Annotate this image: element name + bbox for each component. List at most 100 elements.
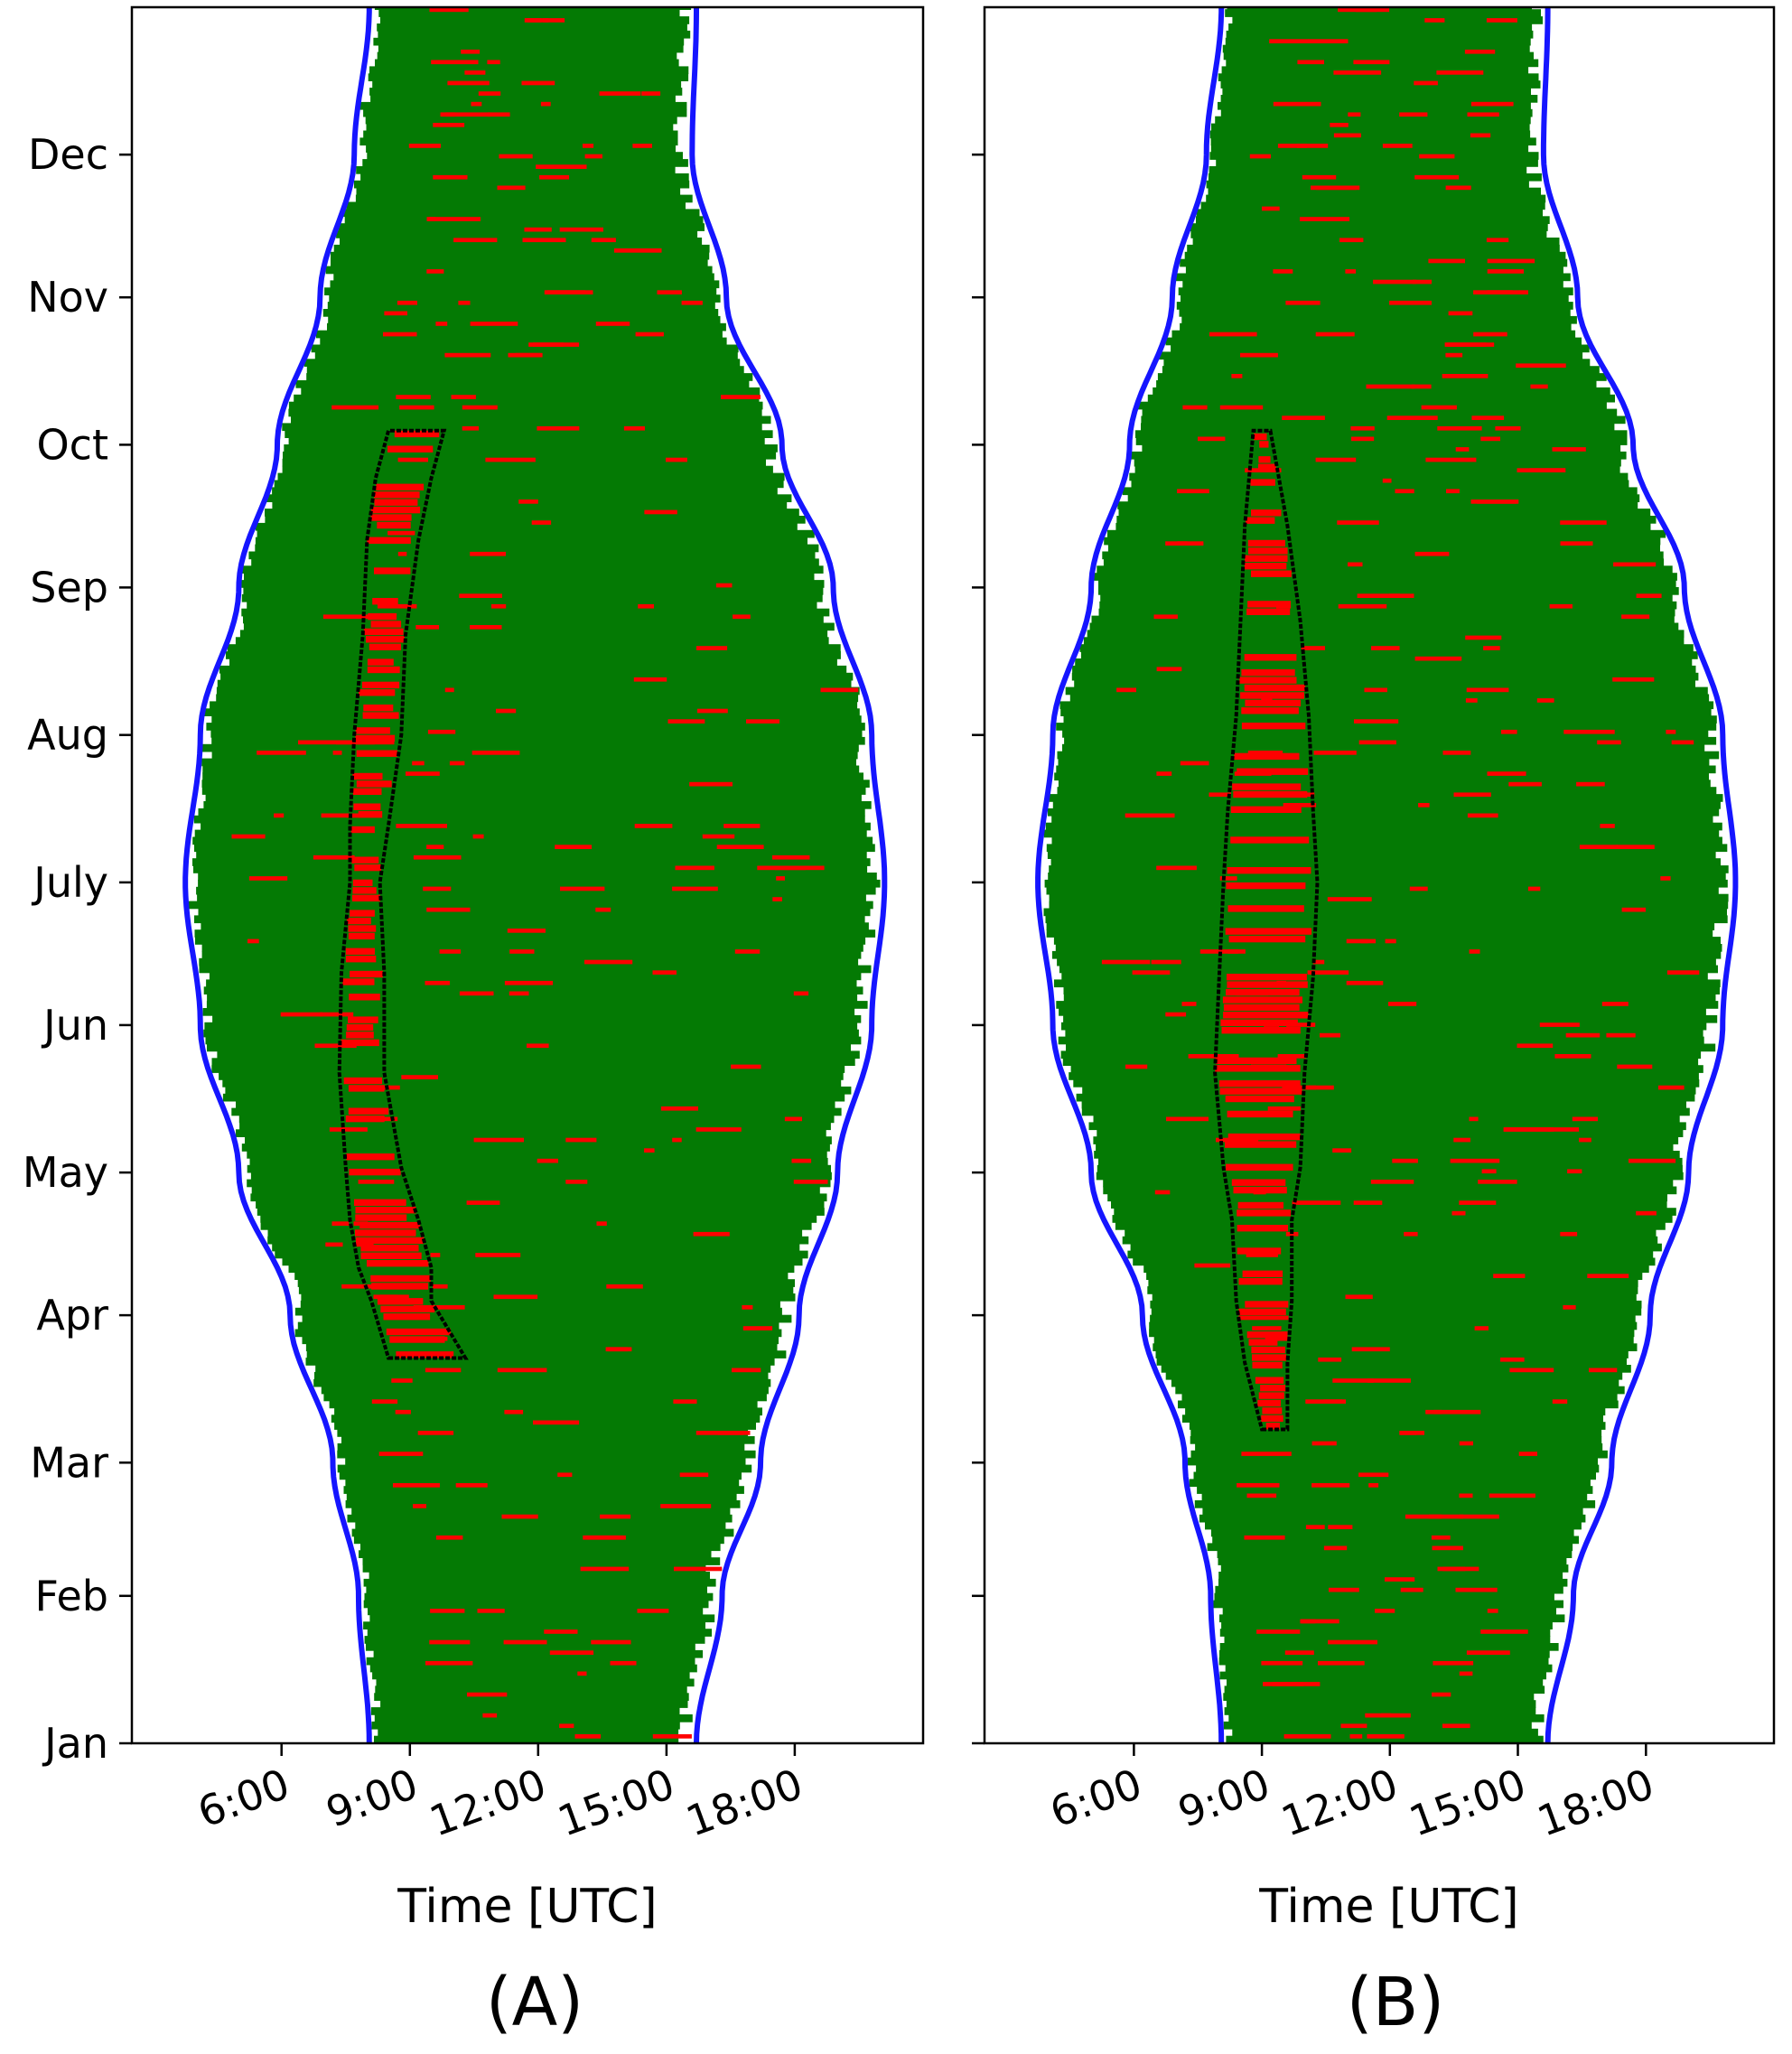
missing-segment <box>508 352 543 358</box>
available-row <box>241 1144 830 1152</box>
available-row <box>369 66 689 75</box>
missing-segment <box>1296 144 1329 148</box>
available-row <box>362 1564 706 1573</box>
available-row <box>1133 1257 1656 1266</box>
missing-segment <box>1612 677 1655 682</box>
available-row <box>1211 123 1530 132</box>
missing-segment <box>1337 520 1379 525</box>
available-row <box>1190 223 1548 231</box>
available-row <box>1212 1536 1579 1545</box>
missing-segment <box>433 174 468 180</box>
available-row <box>1187 244 1560 253</box>
missing-segment <box>1480 1629 1528 1634</box>
available-row <box>204 1022 858 1031</box>
missing-segment <box>1371 646 1400 650</box>
available-row <box>1051 815 1713 824</box>
missing-segment <box>1315 331 1355 337</box>
missing-segment <box>395 1409 411 1414</box>
missing-segment <box>1518 1452 1537 1456</box>
missing-segment <box>1370 1180 1414 1184</box>
available-row <box>198 808 865 817</box>
missing-segment <box>1308 39 1349 43</box>
missing-segment <box>1432 1692 1451 1697</box>
missing-segment <box>1399 1431 1416 1435</box>
available-row <box>372 1671 690 1680</box>
available-row <box>1057 751 1720 760</box>
missing-segment <box>1223 1012 1309 1019</box>
available-row <box>356 187 681 196</box>
missing-segment <box>475 1253 521 1257</box>
available-row <box>354 180 690 189</box>
missing-segment <box>331 1221 350 1226</box>
missing-segment <box>565 1137 597 1143</box>
available-row <box>193 865 868 873</box>
missing-segment <box>1245 699 1302 707</box>
missing-segment <box>352 788 382 795</box>
available-row <box>355 1521 726 1530</box>
missing-segment <box>565 1180 588 1184</box>
missing-segment <box>1536 698 1554 703</box>
available-row <box>1184 251 1566 260</box>
missing-segment <box>1227 974 1307 981</box>
available-row <box>375 1685 687 1695</box>
missing-segment <box>504 980 554 985</box>
missing-segment <box>1225 928 1312 935</box>
available-row <box>1073 1079 1700 1088</box>
available-row <box>322 309 719 317</box>
available-row <box>1060 708 1712 716</box>
missing-segment <box>1277 1054 1307 1059</box>
available-row <box>378 44 684 53</box>
missing-segment <box>1464 49 1496 54</box>
available-row <box>314 1371 769 1380</box>
x-tick-label: 15:00 <box>1403 1760 1532 1846</box>
missing-segment <box>370 621 402 628</box>
missing-segment <box>536 164 587 169</box>
available-row <box>207 994 858 1002</box>
available-row <box>363 1621 705 1629</box>
missing-segment <box>1660 876 1671 881</box>
missing-segment <box>374 499 418 506</box>
available-row <box>365 116 677 125</box>
missing-segment <box>1166 1116 1209 1122</box>
available-row <box>329 294 721 303</box>
available-row <box>1180 322 1572 331</box>
available-row <box>1208 187 1541 196</box>
missing-segment <box>623 425 645 431</box>
available-row <box>231 1107 842 1116</box>
available-row <box>1193 1471 1596 1480</box>
missing-segment <box>1338 7 1377 13</box>
missing-segment <box>1269 39 1310 43</box>
missing-segment <box>1442 751 1471 755</box>
available-row <box>272 1243 800 1252</box>
missing-segment <box>426 845 444 849</box>
missing-segment <box>1227 905 1304 912</box>
available-row <box>1153 387 1610 396</box>
available-row <box>203 1029 859 1038</box>
axes-frame-a <box>130 5 925 1745</box>
missing-segment <box>605 1347 629 1352</box>
available-row <box>1048 873 1726 881</box>
missing-segment <box>1459 1200 1497 1205</box>
available-row <box>1098 608 1675 617</box>
available-row <box>260 1215 817 1223</box>
missing-segment <box>1301 646 1325 650</box>
available-row <box>1094 1151 1680 1159</box>
available-row <box>366 145 676 153</box>
missing-segment <box>1329 1587 1359 1592</box>
missing-segment <box>1256 1629 1301 1634</box>
available-row <box>1218 1657 1549 1666</box>
missing-segment <box>1433 1409 1481 1414</box>
available-row <box>368 1607 704 1616</box>
missing-segment <box>1487 258 1535 264</box>
missing-segment <box>1218 1080 1301 1088</box>
available-row <box>205 794 862 802</box>
available-row <box>1165 1371 1623 1380</box>
available-row <box>345 1457 746 1466</box>
missing-segment <box>1466 687 1509 693</box>
available-row <box>1161 1365 1631 1373</box>
available-row <box>364 1636 705 1644</box>
available-row <box>1063 1014 1718 1023</box>
available-row <box>217 679 852 688</box>
missing-segment <box>1495 425 1521 431</box>
